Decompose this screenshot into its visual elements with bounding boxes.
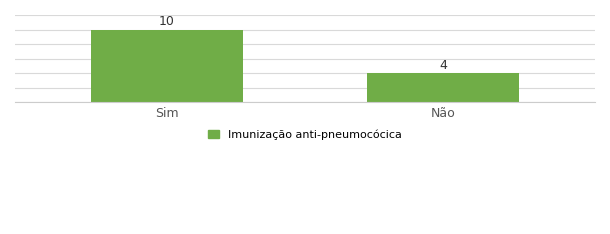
Legend: Imunização anti-pneumocócica: Imunização anti-pneumocócica — [204, 125, 406, 144]
Text: 4: 4 — [439, 58, 447, 72]
Bar — [367, 73, 519, 102]
Bar — [91, 29, 243, 102]
Text: 10: 10 — [159, 15, 175, 28]
